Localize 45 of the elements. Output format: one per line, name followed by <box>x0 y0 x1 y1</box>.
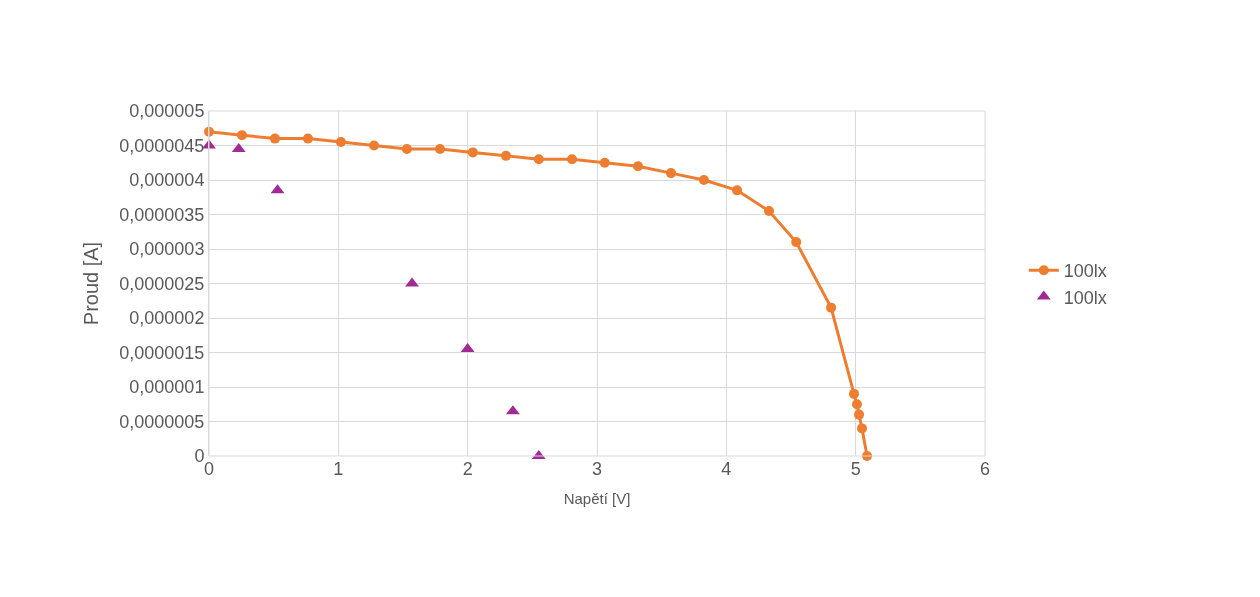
x-tick-label: 5 <box>850 459 861 479</box>
y-tick-label: 0,000004 <box>129 170 205 191</box>
x-tick-label: 4 <box>721 459 732 479</box>
point <box>405 277 419 287</box>
legend-label: 100lx <box>1063 261 1107 282</box>
point <box>848 388 859 399</box>
point <box>599 157 610 168</box>
point <box>401 143 412 154</box>
y-tick-label: 0,0000005 <box>119 411 205 432</box>
y-tick-label: 0,000003 <box>129 239 205 260</box>
point <box>826 302 837 313</box>
point <box>269 133 280 144</box>
point <box>369 140 380 151</box>
y-tick-label: 0,000001 <box>129 377 205 398</box>
point <box>506 405 520 415</box>
y-tick-label: 0,0000035 <box>119 204 205 225</box>
point <box>854 409 865 420</box>
y-axis-title: Proud [A] <box>79 241 102 326</box>
point <box>851 399 862 410</box>
point <box>665 168 676 179</box>
point <box>791 237 802 248</box>
point <box>567 154 578 165</box>
x-tick-label: 1 <box>333 459 344 479</box>
x-tick-label: 3 <box>591 459 603 479</box>
legend-label: 100lx <box>1063 287 1107 308</box>
x-axis-title: Napětí [V] <box>563 490 631 507</box>
point <box>236 130 247 141</box>
point <box>633 161 643 172</box>
point <box>335 137 346 148</box>
y-tick-label: 0,000002 <box>129 308 205 329</box>
point <box>434 143 445 154</box>
y-tick-label: 0,000005 <box>129 101 205 122</box>
point <box>500 150 511 161</box>
x-tick-label: 6 <box>979 459 991 479</box>
x-tick-label: 2 <box>462 459 473 479</box>
point <box>764 206 775 217</box>
point <box>467 147 478 158</box>
point <box>857 423 867 434</box>
point <box>732 185 743 196</box>
y-tick-label: 0,0000015 <box>119 342 205 363</box>
y-tick-label: 0,0000025 <box>119 273 205 294</box>
point <box>698 175 709 185</box>
point <box>302 133 313 144</box>
point <box>533 154 544 165</box>
y-tick-label: 0,0000045 <box>119 135 205 156</box>
